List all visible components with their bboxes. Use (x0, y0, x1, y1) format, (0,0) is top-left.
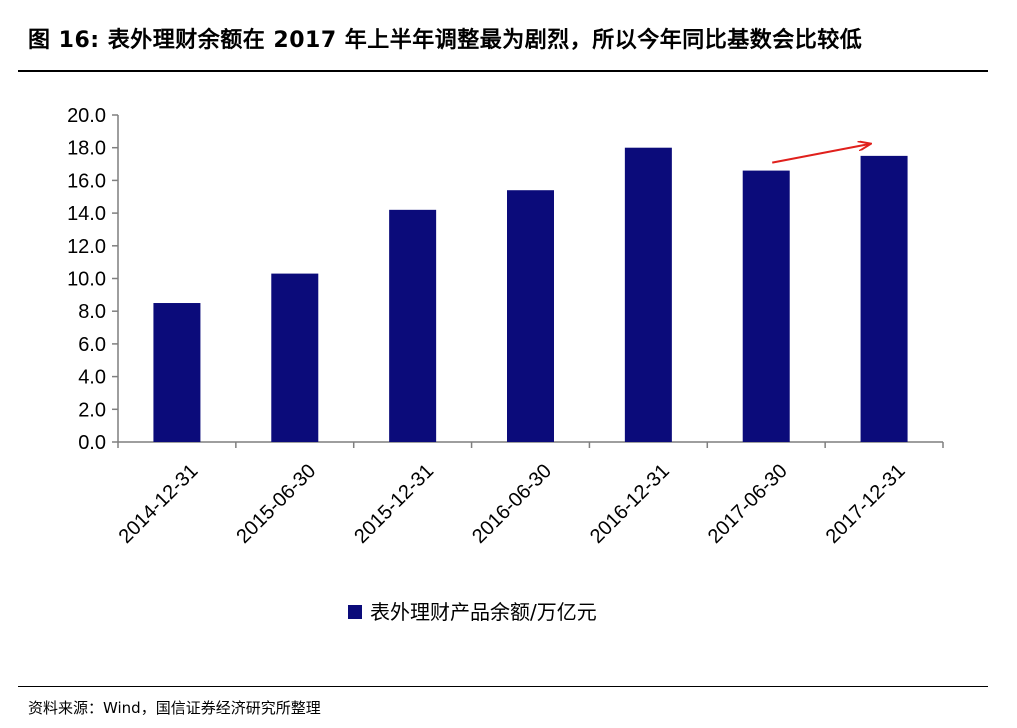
y-tick-label: 4.0 (78, 367, 106, 389)
legend: 表外理财产品余额/万亿元 (348, 600, 597, 624)
bar-chart: 0.02.04.06.08.010.012.014.016.018.020.0 … (67, 105, 944, 624)
x-axis: 2014-12-31 2015-06-30 2015-12-31 2016-06-30… (115, 441, 944, 548)
y-tick-label: 16.0 (67, 170, 106, 192)
x-tick-label: 2016-12-31 (586, 460, 674, 548)
legend-swatch (348, 605, 362, 619)
x-tick-label: 2016-06-30 (468, 460, 556, 548)
trend-arrow (772, 144, 870, 164)
y-tick-label: 6.0 (78, 334, 106, 356)
x-tick-label: 2015-06-30 (232, 460, 320, 548)
y-tick-label: 0.0 (78, 432, 106, 454)
x-tick-label: 2017-12-31 (822, 460, 910, 548)
y-tick-label: 14.0 (67, 203, 106, 225)
source-note: 资料来源：Wind，国信证券经济研究所整理 (28, 699, 321, 717)
title-divider (18, 70, 988, 72)
source-divider (18, 686, 988, 687)
x-tick-label: 2017-06-30 (704, 460, 792, 548)
bar (389, 209, 437, 442)
annotation-layer (772, 144, 870, 164)
x-tick-label: 2015-12-31 (350, 460, 438, 548)
bar-series (153, 147, 908, 442)
y-tick-label: 10.0 (67, 269, 106, 291)
legend-label: 表外理财产品余额/万亿元 (370, 600, 597, 624)
bar (507, 190, 554, 442)
bar (860, 155, 908, 442)
y-tick-label: 2.0 (78, 399, 106, 421)
y-tick-label: 8.0 (78, 301, 106, 323)
bar (624, 147, 672, 442)
x-tick-label: 2014-12-31 (115, 460, 203, 548)
y-tick-label: 12.0 (67, 236, 106, 258)
y-axis: 0.0 2.0 4.0 6.0 8.0 10.0 12.0 14.0 16.0 18.0 20.0 (67, 105, 119, 454)
bar (271, 273, 319, 442)
y-tick-label: 20.0 (67, 105, 106, 127)
bar (742, 170, 790, 442)
figure-title: 图 16: 表外理财余额在 2017 年上半年调整最为剧烈，所以今年同比基数会比… (28, 28, 863, 53)
bar (153, 303, 201, 442)
y-tick-label: 18.0 (67, 138, 106, 160)
